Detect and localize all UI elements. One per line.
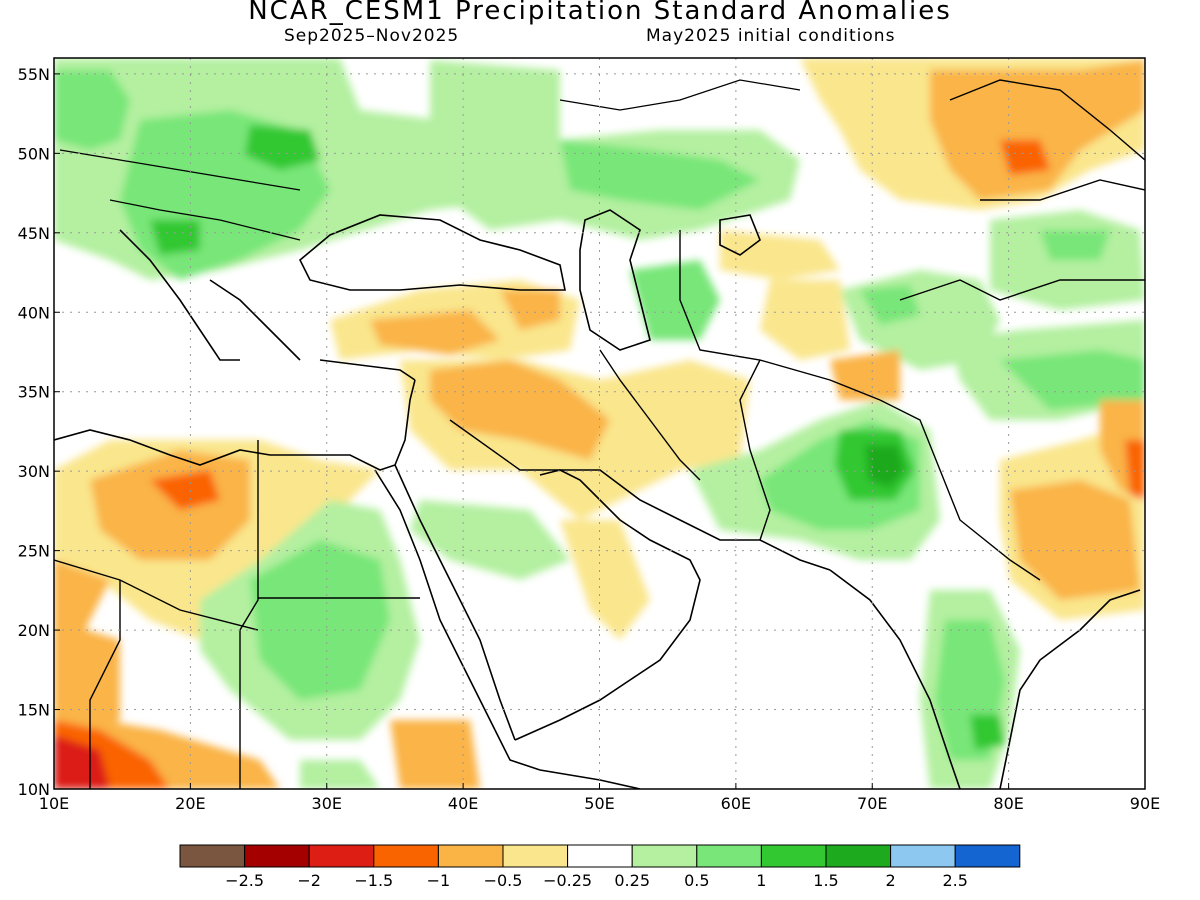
colorbar-legend: −2.5 −2 −1.5 −1 −0.5 −0.25 0.25 0.5 1 1.5 2 2.5	[179, 844, 1021, 890]
legend-label: −2	[297, 871, 321, 890]
legend-swatch	[437, 844, 504, 868]
lon-tick-label: 50E	[584, 794, 614, 813]
legend-swatch	[244, 844, 310, 868]
legend-label: −1.5	[354, 871, 393, 890]
lon-tick-label: 60E	[721, 794, 751, 813]
lon-tick-label: 10E	[39, 794, 69, 813]
legend-swatch	[373, 844, 439, 868]
lat-tick-label: 45N	[18, 224, 50, 243]
lat-tick-label: 55N	[18, 65, 50, 84]
legend-swatch	[825, 844, 892, 868]
legend-label: −0.25	[543, 871, 592, 890]
legend-label: 1	[756, 871, 766, 890]
lat-tick-label: 10N	[18, 780, 50, 799]
lat-tick-label: 25N	[18, 542, 50, 561]
lat-tick-label: 30N	[18, 462, 50, 481]
legend-label: 0.5	[684, 871, 709, 890]
initial-conditions: May2025 initial conditions	[646, 26, 896, 46]
legend-swatch	[567, 844, 633, 868]
latitude-axis: 55N 50N 45N 40N 35N 30N 25N 20N 15N 10N	[18, 65, 60, 799]
lat-tick-label: 35N	[18, 383, 50, 402]
legend-swatch	[631, 844, 698, 868]
forecast-period: Sep2025–Nov2025	[284, 26, 460, 46]
legend-label: 0.25	[614, 871, 650, 890]
legend-label: 2.5	[942, 871, 967, 890]
lat-tick-label: 40N	[18, 303, 50, 322]
lat-tick-label: 15N	[18, 701, 50, 720]
lon-tick-label: 30E	[312, 794, 342, 813]
legend-swatch	[890, 844, 956, 868]
lon-tick-label: 40E	[448, 794, 478, 813]
legend-swatch	[696, 844, 762, 868]
anomaly-field	[54, 58, 1145, 789]
legend-label: −0.5	[484, 871, 523, 890]
lon-tick-label: 90E	[1130, 794, 1160, 813]
lat-tick-label: 20N	[18, 621, 50, 640]
legend-swatch	[308, 844, 375, 868]
legend-swatch	[760, 844, 827, 868]
longitude-axis: 10E 20E 30E 40E 50E 60E 70E 80E 90E	[39, 783, 1160, 813]
map-title: NCAR_CESM1 Precipitation Standard Anomal…	[248, 0, 952, 26]
legend-swatch	[179, 844, 246, 868]
lon-tick-label: 20E	[175, 794, 205, 813]
legend-swatch	[954, 844, 1021, 868]
lon-tick-label: 80E	[993, 794, 1023, 813]
legend-label: −2.5	[225, 871, 264, 890]
legend-label: −1	[427, 871, 451, 890]
gridlines	[54, 58, 1145, 789]
legend-label: 1.5	[813, 871, 838, 890]
lon-tick-label: 70E	[857, 794, 887, 813]
legend-label: 2	[886, 871, 896, 890]
lat-tick-label: 50N	[18, 144, 50, 163]
coastlines	[54, 79, 1145, 789]
legend-swatch	[502, 844, 569, 868]
